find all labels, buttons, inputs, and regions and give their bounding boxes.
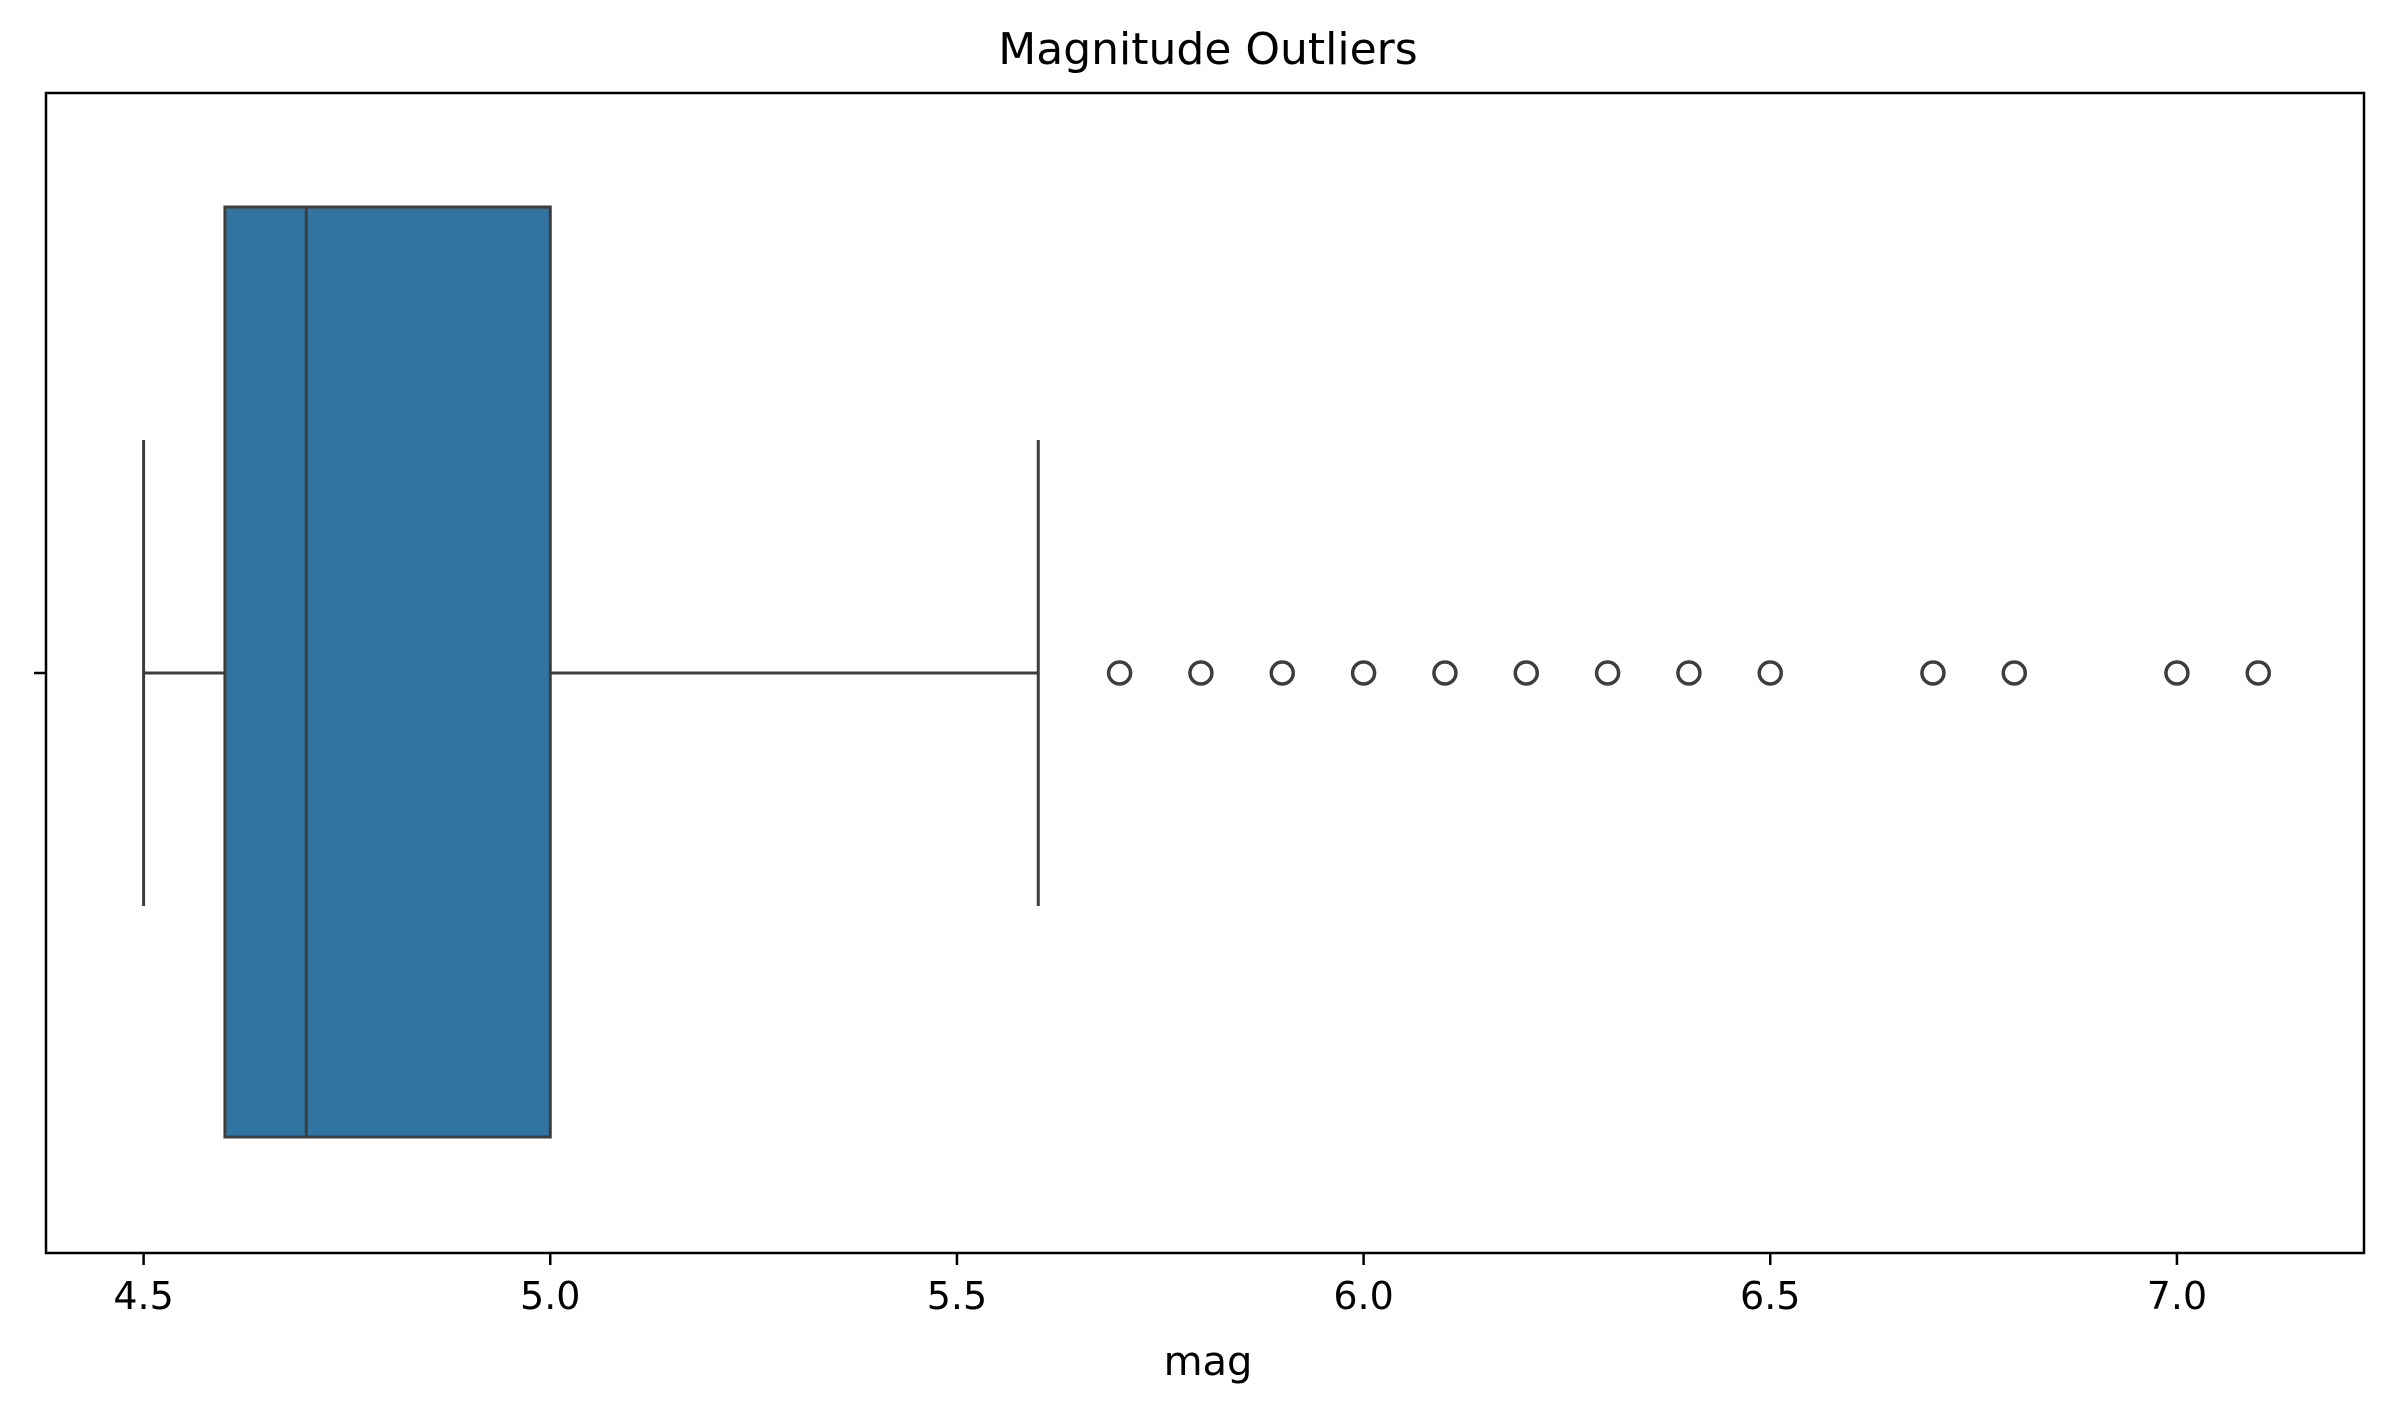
- chart-title: Magnitude Outliers: [998, 24, 1417, 75]
- outlier-point: [1676, 660, 1702, 686]
- outlier-point: [1432, 660, 1458, 686]
- x-tick-label: 5.5: [927, 1274, 987, 1318]
- outlier-point: [1513, 660, 1540, 686]
- x-tick-label: 6.5: [1740, 1274, 1800, 1318]
- outlier-point: [1350, 660, 1377, 686]
- x-axis-label: mag: [1164, 1339, 1253, 1385]
- x-tick-label: 5.0: [520, 1274, 580, 1318]
- iqr-box: [223, 205, 552, 1139]
- outlier-point: [1920, 660, 1946, 686]
- outlier-point: [1269, 660, 1296, 686]
- outlier-point: [2164, 660, 2190, 686]
- outlier-point: [2001, 660, 2028, 686]
- x-tick-label: 7.0: [2147, 1274, 2207, 1318]
- x-tick-label: 6.0: [1333, 1274, 1393, 1318]
- outlier-point: [1757, 660, 1784, 686]
- outlier-point: [1594, 660, 1621, 686]
- outlier-point: [2245, 660, 2272, 686]
- outlier-point: [1188, 660, 1214, 686]
- outlier-point: [1106, 660, 1133, 686]
- x-tick-label: 4.5: [113, 1274, 173, 1318]
